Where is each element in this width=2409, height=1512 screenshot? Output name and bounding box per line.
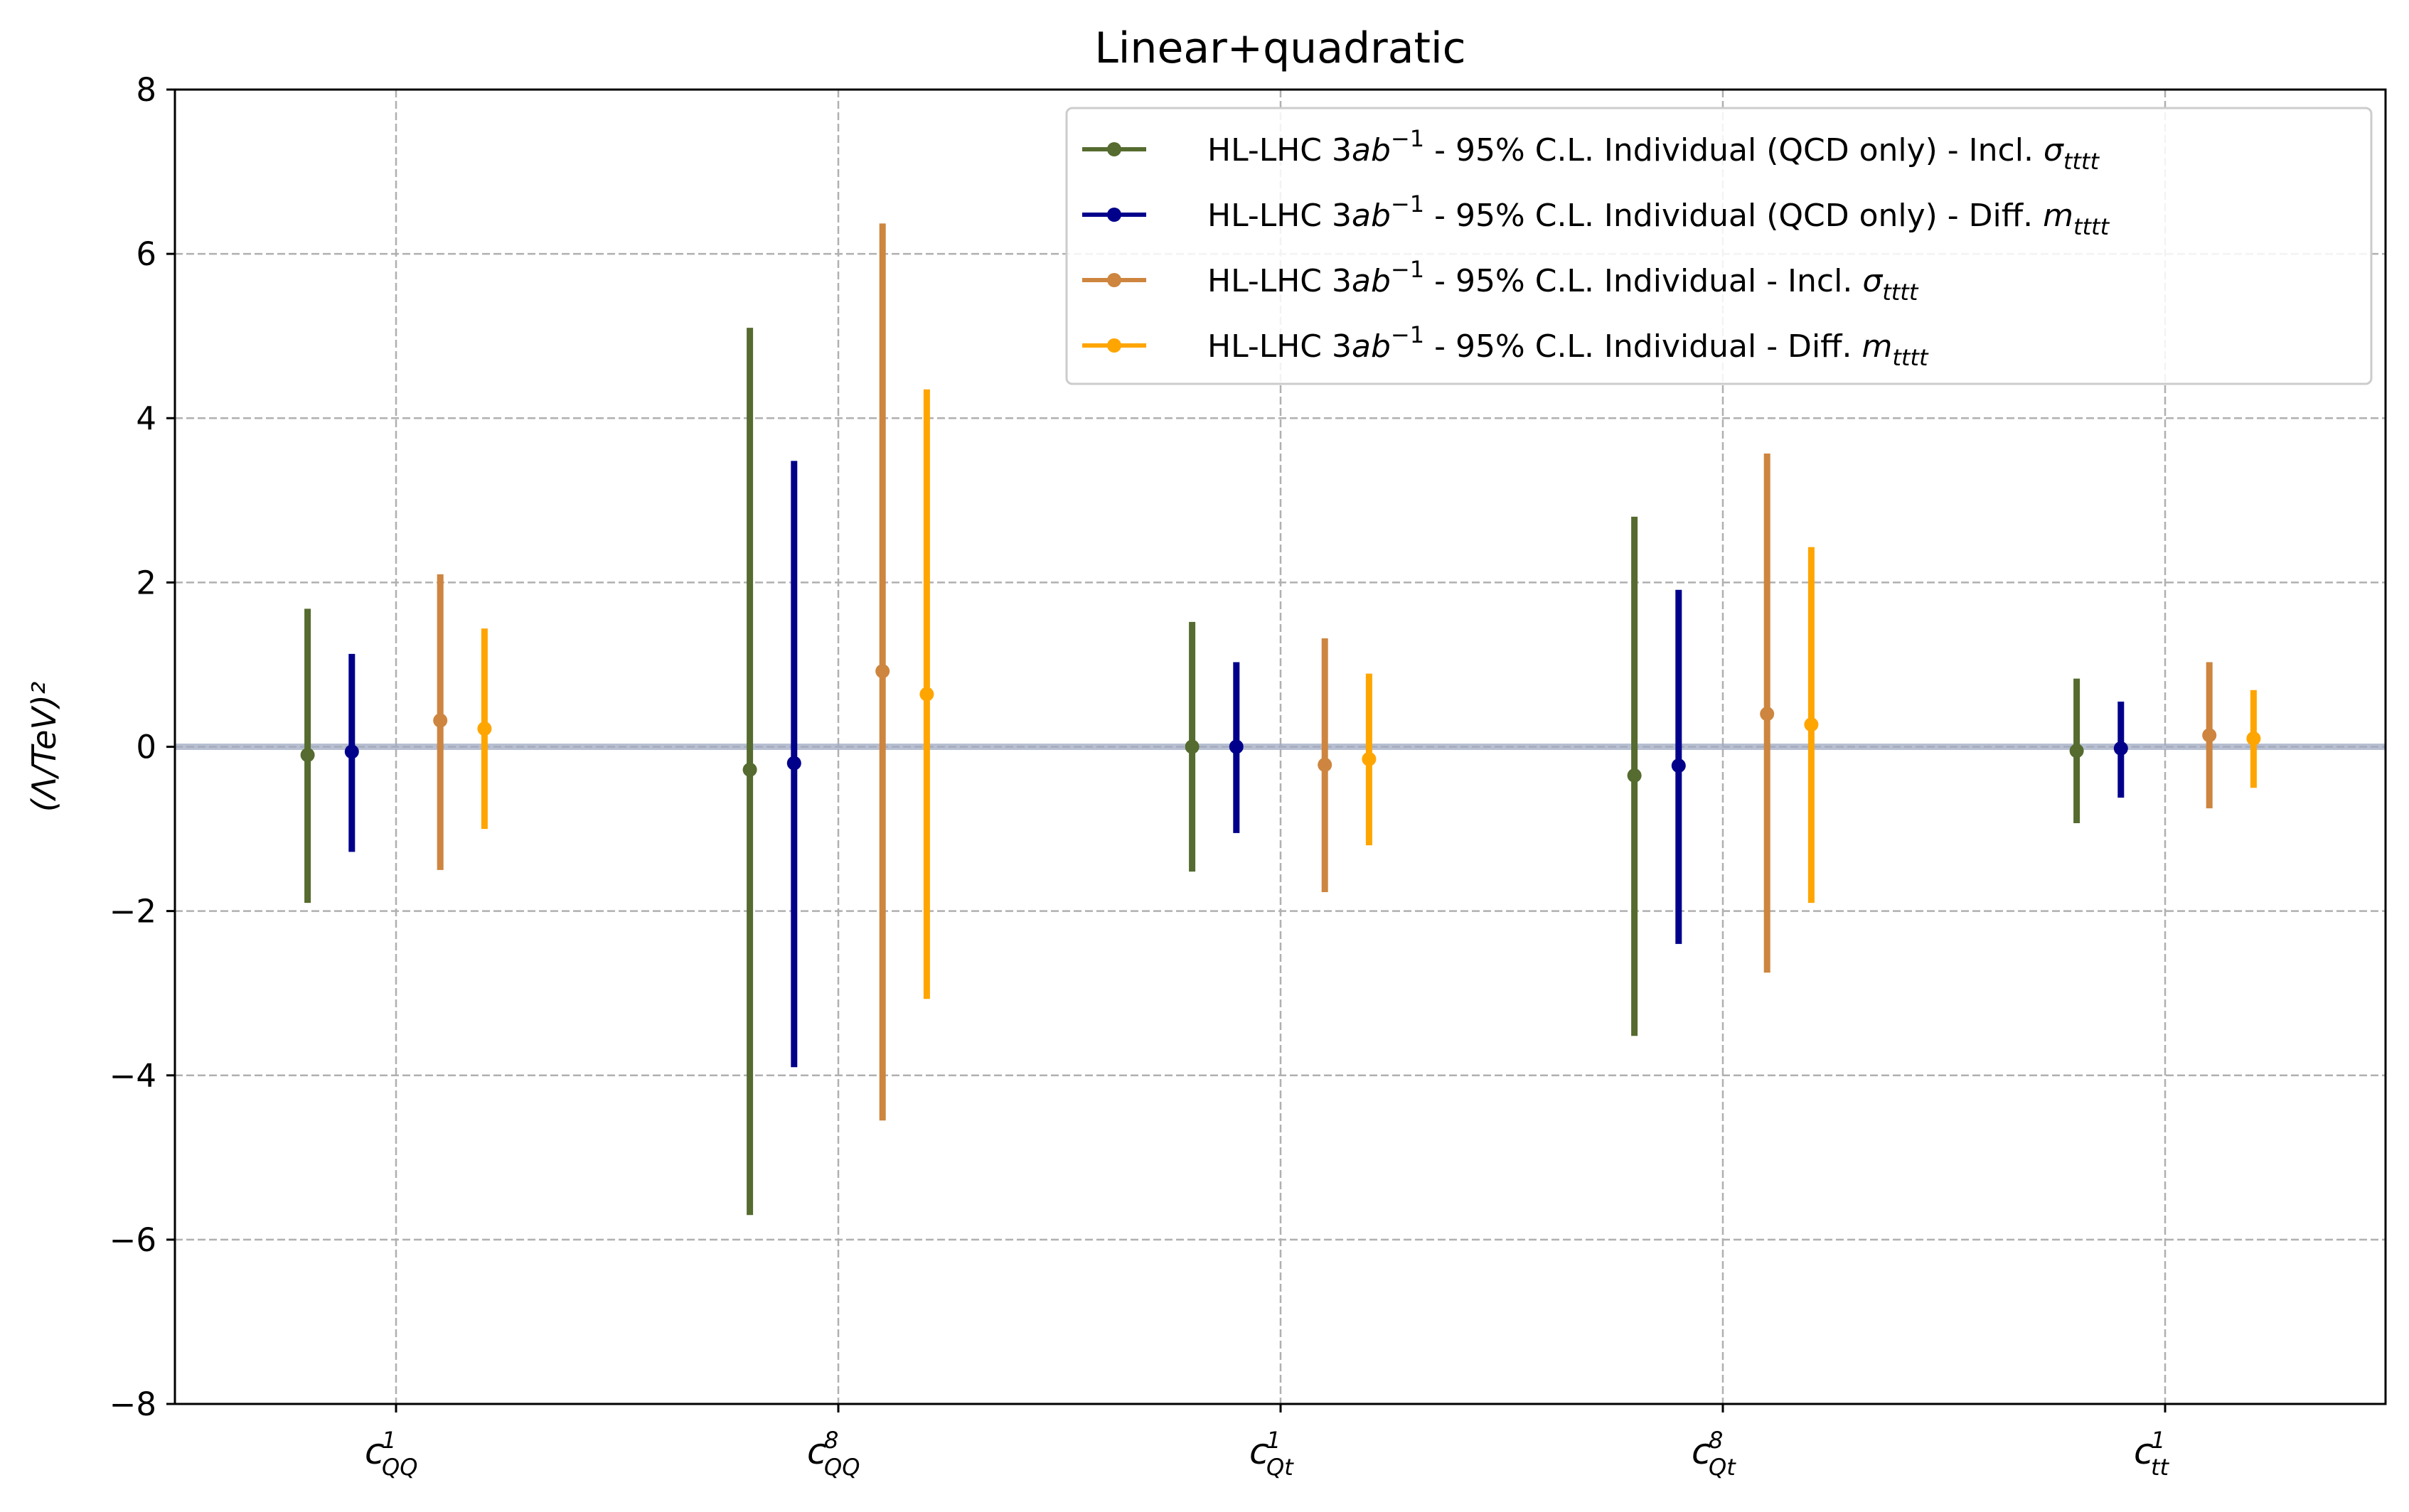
y-tick-label: 8 bbox=[136, 71, 156, 109]
chart-title: Linear+quadratic bbox=[1094, 23, 1465, 73]
legend: HL-LHC 3ab−1 - 95% C.L. Individual (QCD … bbox=[1065, 107, 2373, 385]
y-tick-label: 0 bbox=[136, 729, 156, 766]
x-tick-label: c bbox=[2134, 1431, 2154, 1472]
center-point bbox=[1229, 739, 1244, 754]
y-tick-label: −2 bbox=[110, 893, 156, 931]
x-tick-label-superscript: 1 bbox=[1266, 1427, 1281, 1454]
y-tick-label: 4 bbox=[136, 400, 156, 437]
y-tick-label: 2 bbox=[136, 564, 156, 601]
center-point bbox=[2069, 744, 2084, 758]
legend-label: HL-LHC 3ab−1 - 95% C.L. Individual (QCD … bbox=[1207, 191, 2110, 240]
legend-item-4: HL-LHC 3ab−1 - 95% C.L. Individual - Dif… bbox=[1082, 321, 1929, 371]
legend-label: HL-LHC 3ab−1 - 95% C.L. Individual - Dif… bbox=[1207, 321, 1929, 371]
x-tick-label-subscript: Qt bbox=[1266, 1454, 1294, 1481]
series-1 bbox=[300, 328, 2084, 1216]
legend-marker bbox=[1107, 338, 1121, 353]
x-tick-label-superscript: 8 bbox=[1709, 1427, 1723, 1454]
x-tick-label: c bbox=[1692, 1431, 1711, 1472]
y-tick-label: 6 bbox=[136, 235, 156, 273]
center-point bbox=[919, 687, 934, 702]
center-point bbox=[1627, 768, 1642, 783]
legend-marker bbox=[1107, 142, 1121, 156]
x-tick-label-subscript: QQ bbox=[382, 1454, 417, 1481]
center-point bbox=[344, 744, 359, 759]
center-point bbox=[433, 713, 448, 728]
center-point bbox=[1318, 757, 1332, 772]
center-point bbox=[1760, 707, 1775, 722]
center-point bbox=[2246, 731, 2261, 746]
y-tick-label: −4 bbox=[110, 1057, 156, 1095]
center-point bbox=[742, 762, 757, 777]
center-point bbox=[1804, 717, 1819, 732]
y-axis-ticks: −8 −6 −4 −2 0 2 4 6 8 bbox=[110, 71, 175, 1423]
y-axis-label: (Λ/TeV)² bbox=[25, 682, 63, 812]
center-point bbox=[1362, 751, 1377, 766]
x-tick-label-superscript: 1 bbox=[2151, 1427, 2165, 1454]
x-tick-label-subscript: tt bbox=[2151, 1454, 2170, 1481]
x-tick-label-subscript: QQ bbox=[824, 1454, 860, 1481]
x-tick-label-subscript: Qt bbox=[1709, 1454, 1736, 1481]
center-point bbox=[875, 664, 890, 679]
center-point bbox=[786, 756, 801, 771]
x-tick-label: c bbox=[807, 1431, 827, 1472]
center-point bbox=[300, 748, 315, 763]
x-tick-label-superscript: 8 bbox=[824, 1427, 838, 1454]
x-tick-label-superscript: 1 bbox=[382, 1427, 396, 1454]
series-4 bbox=[477, 389, 2261, 999]
center-point bbox=[477, 722, 492, 736]
y-tick-label: −8 bbox=[110, 1385, 156, 1423]
y-tick-label: −6 bbox=[110, 1221, 156, 1259]
legend-item-2: HL-LHC 3ab−1 - 95% C.L. Individual (QCD … bbox=[1082, 191, 2110, 240]
error-bars bbox=[300, 223, 2261, 1216]
legend-marker bbox=[1107, 273, 1121, 287]
x-tick-label: c bbox=[365, 1431, 385, 1472]
legend-item-1: HL-LHC 3ab−1 - 95% C.L. Individual (QCD … bbox=[1082, 125, 2100, 175]
x-tick-label: c bbox=[1249, 1431, 1269, 1472]
series-2 bbox=[344, 461, 2128, 1068]
legend-marker bbox=[1107, 208, 1121, 222]
center-point bbox=[1671, 758, 1686, 773]
center-point bbox=[2202, 728, 2217, 743]
center-point bbox=[2113, 741, 2128, 756]
legend-item-3: HL-LHC 3ab−1 - 95% C.L. Individual - Inc… bbox=[1082, 256, 1919, 306]
series-3 bbox=[433, 223, 2217, 1121]
legend-box bbox=[1065, 107, 2373, 385]
legend-label: HL-LHC 3ab−1 - 95% C.L. Individual (QCD … bbox=[1207, 125, 2100, 175]
legend-label: HL-LHC 3ab−1 - 95% C.L. Individual - Inc… bbox=[1207, 256, 1919, 306]
center-point bbox=[1185, 739, 1200, 754]
